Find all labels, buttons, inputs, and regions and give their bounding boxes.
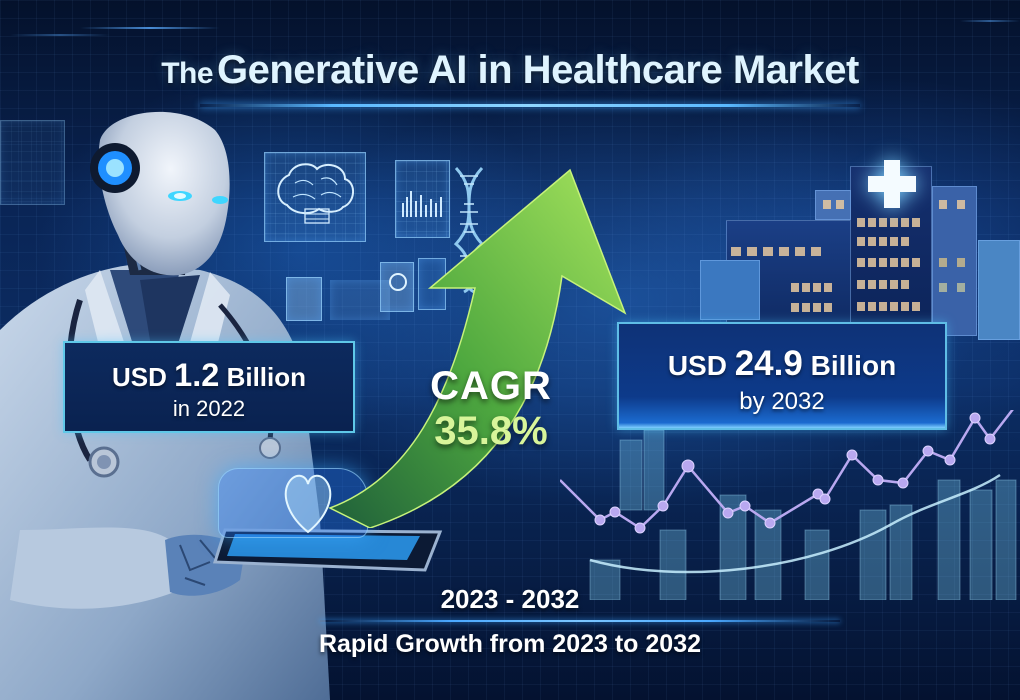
light-streak (10, 34, 110, 36)
growth-arrow-icon (328, 168, 627, 528)
end-unit: Billion (810, 350, 897, 381)
forecast-period: 2023 - 2032 (440, 584, 580, 614)
title-prefix: The (161, 57, 214, 90)
brain-icon (277, 163, 354, 224)
medical-cross-icon (868, 160, 916, 208)
start-unit: Billion (226, 362, 306, 392)
hud-panel-stethoscope (286, 277, 322, 321)
end-value-box: USD 24.9 Billion by 2032 (617, 322, 947, 430)
start-currency: USD (112, 362, 167, 392)
light-streak (960, 20, 1020, 22)
end-currency: USD (667, 350, 727, 381)
start-amount: 1.2 (174, 357, 220, 393)
cagr-label: CAGR (430, 364, 552, 408)
hud-panel-cell (380, 262, 414, 312)
end-period: by 2032 (739, 388, 825, 415)
brain-scan-panel (264, 152, 366, 242)
start-value-box: USD 1.2 Billion in 2022 (63, 341, 355, 433)
end-amount: 24.9 (734, 344, 803, 383)
start-period: in 2022 (172, 396, 246, 421)
bar-graph-icon (402, 191, 442, 217)
cagr-value: 35.8% (434, 409, 548, 453)
start-value: USD 1.2 Billion (65, 357, 353, 394)
footer-divider (320, 620, 840, 622)
tablet-icon (212, 528, 443, 572)
cagr-callout: CAGR 35.8% (396, 364, 586, 454)
end-value: USD 24.9 Billion (619, 344, 945, 384)
hud-panel-left (0, 120, 65, 205)
decorative-line-chart (560, 410, 1017, 600)
light-streak (80, 27, 220, 29)
data-bars-panel (395, 160, 450, 238)
page-title: The Generative AI in Healthcare Market (0, 48, 1020, 93)
hologram-heart-icon (284, 474, 332, 534)
title-main: Generative AI in Healthcare Market (217, 48, 859, 92)
title-divider (200, 104, 860, 107)
footer-subtitle: Rapid Growth from 2023 to 2032 (318, 630, 702, 658)
